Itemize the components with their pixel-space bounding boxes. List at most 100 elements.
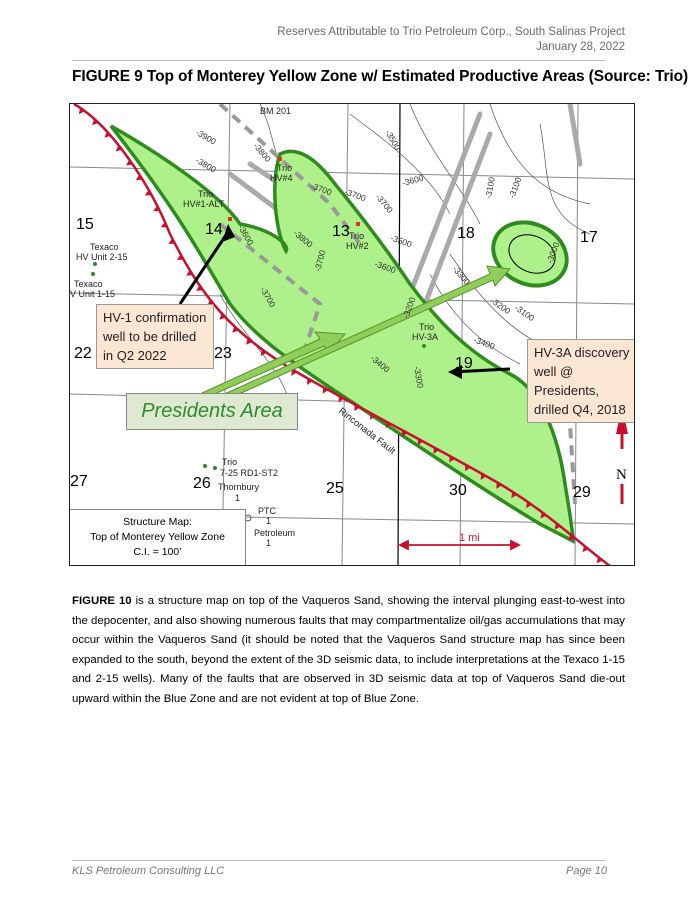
section-number: 17 (580, 229, 598, 246)
section-number: 22 (74, 345, 92, 362)
arrow-head (448, 365, 462, 379)
legend-line1: Structure Map: (123, 516, 192, 528)
well-label: BM 201 (260, 106, 291, 116)
fault-tick (370, 413, 376, 420)
section-number: 25 (326, 480, 344, 497)
fault-tick (160, 222, 168, 228)
fault-tick (417, 438, 424, 446)
contour-label: -3400 (472, 334, 496, 351)
contour-label: -3300 (412, 366, 426, 389)
structure-map: 1 mi N Rinconada Fault 15 14 13 18 17 22… (69, 103, 635, 566)
fault-tick (596, 556, 603, 564)
section-number: 14 (205, 221, 223, 238)
contour-label: -3800 (251, 141, 273, 164)
section-number: 23 (214, 345, 232, 362)
fault-tick (104, 131, 111, 138)
page-number: Page 10 (566, 865, 607, 877)
well-label: 1 (266, 538, 271, 548)
fault-tick (126, 159, 133, 166)
contour-label: -3700 (373, 192, 395, 215)
fault-tick (540, 511, 547, 519)
fault-tick (554, 522, 561, 530)
presidents-area-label: Presidents Area (126, 393, 298, 430)
section-number: 19 (455, 355, 473, 372)
section-number: 29 (573, 484, 591, 501)
figure-title: FIGURE 9 Top of Monterey Yellow Zone w/ … (72, 68, 689, 85)
well-label: HV#2 (346, 241, 369, 251)
fault-tick (135, 174, 143, 181)
well-label: Thornbury (218, 482, 260, 492)
contour-label: -3100 (513, 302, 537, 323)
callout-hv3a: HV-3A discovery well @ Presidents, drill… (527, 339, 634, 423)
contour-closure (508, 234, 556, 274)
fault-tick (338, 395, 345, 403)
scale-label: 1 mi (459, 532, 480, 544)
fault-tick (526, 501, 533, 509)
fault-ticks (78, 107, 603, 564)
contour-label: -3200 (489, 295, 513, 316)
fault-tick (196, 285, 203, 292)
section-number: 27 (70, 473, 88, 490)
fault-tick (291, 369, 297, 376)
section-number: 26 (193, 475, 211, 492)
fault-tick (153, 205, 160, 212)
fault-tick (322, 387, 329, 394)
fault-tick (186, 269, 193, 276)
paragraph-text: is a structure map on top of the Vaquero… (72, 595, 625, 705)
well-label: HV#1-ALT (183, 199, 225, 209)
section-numbers: 15 14 13 18 17 22 23 19 27 26 25 30 29 (70, 216, 598, 501)
fault-tick (168, 238, 175, 244)
well-label: PTC (258, 506, 277, 516)
well-label: HV-3A (412, 332, 438, 342)
well-label: Trio (198, 189, 213, 199)
well-label: Trio (419, 322, 434, 332)
fault-tick (115, 145, 123, 152)
header-rule (72, 60, 606, 61)
scale-bar (397, 539, 522, 551)
contour-label: -3800 (194, 155, 218, 175)
body-paragraph: FIGURE 10 is a structure map on top of t… (72, 592, 625, 709)
header-title: Reserves Attributable to Trio Petroleum … (277, 26, 625, 38)
fault-tick (480, 473, 487, 480)
arrow-head (222, 224, 235, 242)
footer-company: KLS Petroleum Consulting LLC (72, 865, 225, 877)
well-markers (91, 157, 426, 522)
fault-tick (307, 378, 313, 385)
fault-tick (78, 107, 85, 115)
fault-tick (449, 455, 455, 463)
fault-tick (232, 326, 239, 333)
footer-rule (72, 860, 606, 861)
well-label: 7-25 RD1-ST2 (220, 468, 278, 478)
north-label: N (616, 467, 627, 483)
contour-label: -3100 (506, 176, 523, 200)
fault-tick (582, 545, 589, 553)
well-label: Petroleum (254, 528, 295, 538)
fault-tick (511, 491, 518, 499)
header-date: January 28, 2022 (536, 41, 625, 53)
well-label: 1 (266, 516, 271, 526)
contour-label: -3100 (483, 176, 497, 199)
fault-tick (246, 338, 253, 345)
fault-tick (568, 534, 575, 541)
presidents-arrows (198, 265, 511, 399)
section-number: 18 (457, 225, 475, 242)
well-label: Trio (349, 231, 364, 241)
legend-line3: C.I. = 100’ (133, 546, 182, 558)
well-label: Trio (277, 163, 292, 173)
well-label: Texaco (90, 242, 119, 252)
callout-hv1: HV-1 confirmation well to be drilled in … (96, 304, 214, 369)
well-label: Texaco (74, 279, 103, 289)
contour-label: -3500 (389, 232, 413, 249)
well-label: V Unit 1-15 (70, 289, 115, 299)
fault-tick (386, 421, 392, 429)
fault-tick (176, 254, 184, 260)
map-graphic: 1 mi N Rinconada Fault 15 14 13 18 17 22… (70, 104, 634, 565)
fault-tick (260, 349, 267, 356)
contour-label: -3600 (401, 173, 425, 188)
legend-line2: Top of Monterey Yellow Zone (90, 531, 225, 543)
fault-tick (144, 189, 152, 196)
section-number: 13 (332, 223, 350, 240)
figure-reference: FIGURE 10 (72, 595, 132, 607)
contour-label: -3900 (194, 127, 218, 147)
